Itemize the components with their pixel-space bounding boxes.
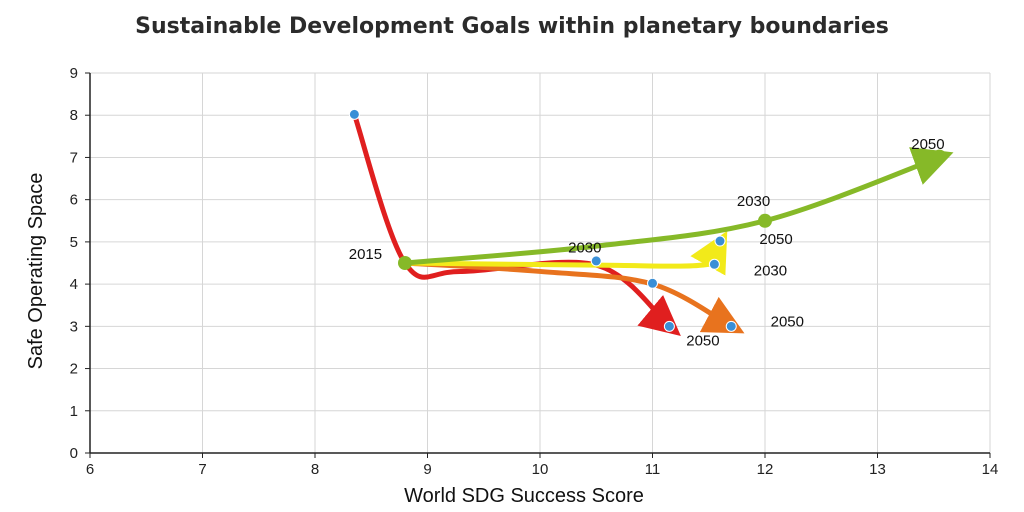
y-tick-label: 9 — [70, 65, 78, 82]
x-tick-label: 8 — [311, 461, 319, 478]
axes — [85, 72, 991, 458]
data-point — [590, 255, 602, 267]
y-tick-label: 6 — [70, 192, 78, 209]
x-tick-labels: 6 7 8 9 10 11 12 13 14 — [86, 461, 999, 478]
x-tick-label: 11 — [645, 461, 661, 478]
y-tick-label: 8 — [70, 107, 78, 124]
year-label: 2050 — [759, 231, 792, 248]
x-tick-label: 6 — [86, 461, 94, 478]
y-tick-label: 3 — [70, 318, 78, 335]
year-label: 2030 — [568, 239, 601, 256]
y-tick-label: 5 — [70, 234, 78, 251]
data-point — [708, 258, 720, 270]
series-lines — [351, 111, 954, 336]
year-annotations: 2015 2030 2030 2030 2050 2050 2050 2050 — [349, 136, 945, 349]
y-axis-label: Safe Operating Space — [25, 173, 47, 370]
series-red-path — [351, 111, 681, 336]
data-point — [647, 277, 658, 289]
y-tick-label: 4 — [70, 276, 78, 293]
gridlines — [90, 72, 991, 453]
year-label: 2050 — [771, 313, 804, 330]
milestone-point — [932, 149, 947, 164]
milestone-point — [758, 213, 772, 228]
y-tick-label: 7 — [70, 149, 78, 166]
data-points — [348, 108, 947, 332]
x-tick-label: 7 — [198, 461, 206, 478]
milestone-point — [398, 256, 412, 270]
y-tick-label: 0 — [70, 445, 78, 462]
y-tick-label: 2 — [70, 361, 78, 378]
x-tick-label: 12 — [757, 461, 774, 478]
x-tick-label: 14 — [982, 461, 999, 478]
year-label: 2030 — [737, 193, 770, 210]
x-tick-label: 13 — [869, 461, 886, 478]
year-label: 2030 — [754, 263, 787, 280]
data-point — [725, 320, 737, 332]
x-tick-label: 9 — [423, 461, 431, 478]
data-point — [714, 235, 726, 247]
y-tick-labels: 0 1 2 3 4 5 6 7 8 9 — [70, 65, 78, 462]
year-label: 2050 — [686, 332, 719, 349]
x-axis-label: World SDG Success Score — [404, 485, 644, 507]
data-point — [348, 108, 360, 120]
chart-title: Sustainable Development Goals within pla… — [135, 14, 889, 39]
x-tick-label: 10 — [532, 461, 549, 478]
data-point — [663, 320, 675, 332]
series-green-path — [402, 147, 954, 266]
y-tick-label: 1 — [70, 403, 78, 420]
year-label: 2015 — [349, 246, 382, 263]
series-yellow-path — [402, 230, 728, 276]
year-label: 2050 — [911, 136, 944, 153]
